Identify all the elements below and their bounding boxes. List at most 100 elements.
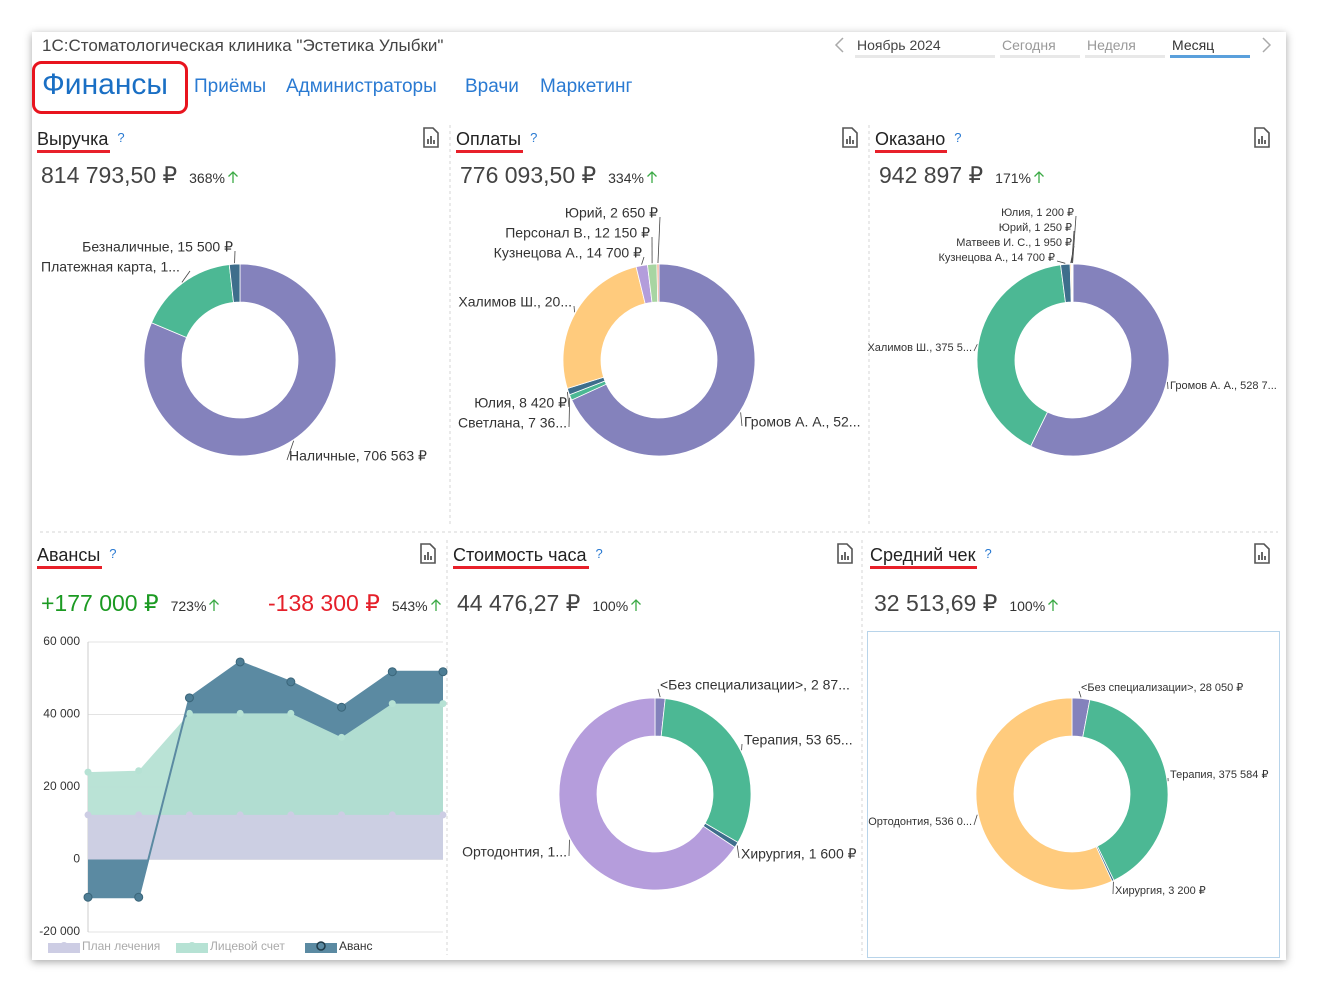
report-icon[interactable] (1254, 543, 1270, 564)
donut-slice (1082, 699, 1169, 881)
point (236, 811, 244, 819)
report-icon[interactable] (842, 127, 858, 148)
tab[interactable]: Приёмы (194, 76, 267, 97)
donut-slice (1071, 263, 1074, 303)
slice-label: Кузнецова А., 14 700 ₽ (494, 245, 642, 261)
report-icon[interactable] (420, 543, 436, 564)
underline (1085, 55, 1165, 58)
help-icon[interactable]: ? (117, 130, 125, 145)
donut-slice (660, 698, 752, 843)
legend-label: Аванс (339, 939, 373, 953)
slice-label: Юрий, 2 650 ₽ (565, 205, 658, 221)
range-option[interactable]: Сегодня (1002, 37, 1056, 53)
slice-label: Халимов Ш., 375 5... (867, 342, 972, 354)
slice-label: Светлана, 7 36... (458, 415, 567, 431)
label-connector (1078, 690, 1082, 698)
icon-bars (1258, 136, 1266, 144)
slice-label: Громов А. А., 52... (744, 414, 860, 430)
tab[interactable]: Финансы (42, 68, 168, 101)
area (88, 814, 443, 860)
report-icon[interactable] (423, 127, 439, 148)
kpi-row: 776 093,50 ₽ 334% (460, 161, 658, 192)
y-tick-label: 60 000 (43, 634, 80, 648)
slice-label: Юлия, 1 200 ₽ (1001, 207, 1074, 219)
tab[interactable]: Врачи (465, 76, 519, 97)
label-connector (657, 216, 661, 264)
report-icon[interactable] (837, 543, 853, 564)
kpi-value: -138 300 ₽ (268, 590, 380, 616)
legend-label: План лечения (82, 939, 160, 953)
icon-bars (1258, 552, 1266, 560)
underline (1000, 55, 1080, 58)
help-icon[interactable]: ? (984, 546, 992, 561)
kpi-value: 814 793,50 ₽ (41, 162, 178, 188)
point (439, 700, 447, 708)
title-text: Стоимость часа (453, 545, 589, 569)
donut-slice (976, 264, 1066, 447)
panel-title: Средний чек? (870, 543, 992, 569)
help-icon[interactable]: ? (530, 130, 538, 145)
donut-slice (656, 263, 660, 303)
y-tick-label: -20 000 (39, 924, 80, 938)
app-title: 1С:Стоматологическая клиника "Эстетика У… (42, 36, 444, 55)
donut-slice (562, 266, 646, 389)
point (184, 693, 194, 703)
help-icon[interactable]: ? (595, 546, 603, 561)
help-icon[interactable]: ? (109, 546, 117, 561)
tab[interactable]: Маркетинг (540, 76, 633, 97)
icon-bars (841, 552, 849, 560)
kpi-change: 100% (1009, 598, 1046, 614)
title-text: Средний чек (870, 545, 978, 569)
icon-outline (1254, 127, 1270, 148)
point (388, 700, 396, 708)
tab[interactable]: Администраторы (286, 76, 437, 97)
help-icon[interactable]: ? (954, 130, 962, 145)
icon-outline (420, 543, 436, 564)
up-arrow (209, 599, 220, 611)
label-connector (181, 270, 191, 283)
label-connector (1072, 215, 1077, 264)
point (287, 709, 295, 717)
prev-arrow[interactable] (834, 37, 844, 53)
kpi-value: 32 513,69 ₽ (874, 590, 998, 616)
point (84, 768, 92, 776)
next-arrow[interactable] (1262, 37, 1272, 53)
slice-label: Терапия, 53 65... (744, 732, 853, 748)
label-connector (1056, 260, 1066, 264)
donut-slice (558, 697, 736, 891)
panel-title: Оказано? (875, 127, 962, 153)
kpi-value: +177 000 ₽ (41, 590, 159, 616)
range-option[interactable]: Неделя (1087, 37, 1136, 53)
label-connector (567, 391, 570, 408)
kpi-change: 171% (995, 170, 1031, 186)
slice-label: Юлия, 8 420 ₽ (474, 395, 567, 411)
kpi-row: 942 897 ₽ 171% (879, 161, 1045, 192)
range-option[interactable]: Месяц (1172, 37, 1215, 53)
label-connector (1071, 230, 1075, 264)
point (134, 892, 144, 902)
icon-outline (423, 127, 439, 148)
point (439, 811, 447, 819)
point (338, 733, 346, 741)
up-arrow (227, 171, 238, 183)
slice-label: Хирургия, 3 200 ₽ (1115, 885, 1206, 897)
label-connector (736, 845, 740, 859)
donut-slice (571, 263, 756, 457)
icon-bars (846, 136, 854, 144)
tab-highlight (32, 61, 188, 114)
report-icon[interactable] (1254, 127, 1270, 148)
panel-title: Выручка? (37, 127, 125, 153)
label-connector (286, 440, 295, 461)
point (84, 811, 92, 819)
slice-label: Платежная карта, 1... (41, 259, 180, 275)
legend-marker (188, 942, 196, 950)
title-text: Оказано (875, 129, 948, 153)
title-text: Авансы (37, 545, 103, 569)
up-arrow (1048, 599, 1059, 611)
donut-slice (150, 264, 234, 339)
period[interactable]: Ноябрь 2024 (857, 37, 941, 53)
kpi-row: +177 000 ₽ 723% (41, 589, 220, 620)
panel-title: Авансы? (37, 543, 117, 569)
